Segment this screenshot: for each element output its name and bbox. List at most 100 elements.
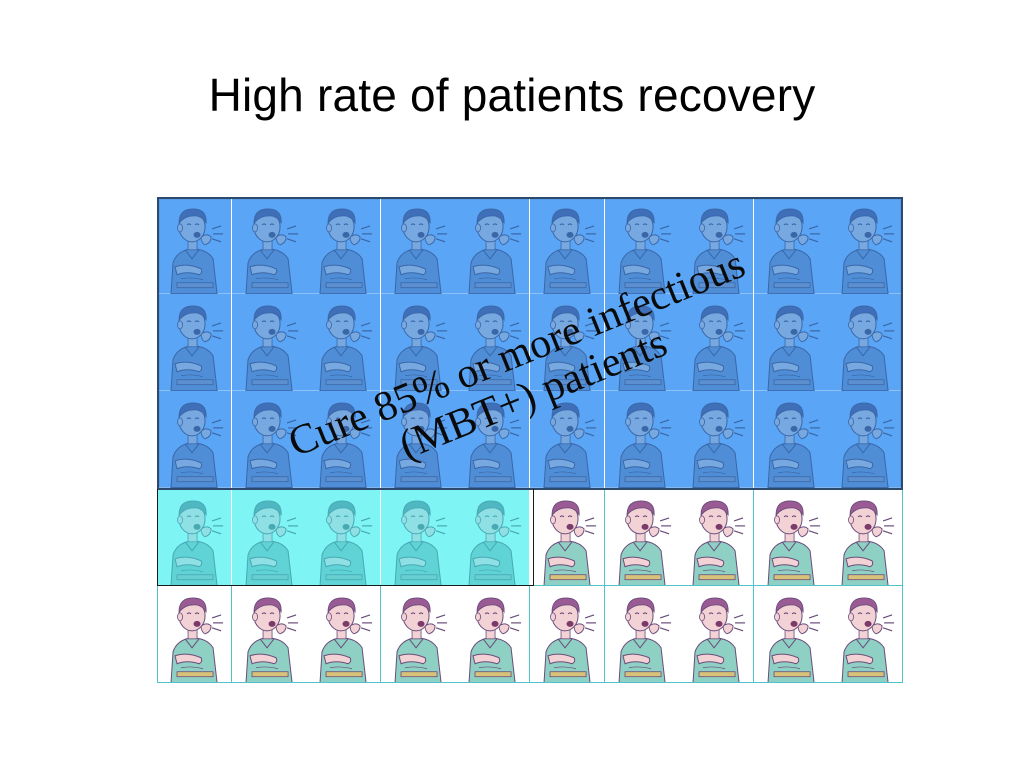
patient-cell (753, 585, 829, 684)
coughing-person-icon (753, 197, 828, 294)
coughing-person-icon (753, 488, 828, 586)
coughing-person-icon (455, 391, 530, 489)
coughing-person-icon (530, 197, 605, 294)
coughing-person-icon (753, 391, 828, 489)
coughing-person-icon (679, 585, 754, 683)
patient-cell (753, 391, 829, 490)
patient-cell (604, 585, 680, 684)
coughing-person-icon (530, 585, 605, 683)
patient-cell (530, 197, 606, 295)
patient-cell (530, 391, 606, 490)
coughing-person-icon (231, 488, 306, 586)
patient-cell (828, 585, 904, 684)
coughing-person-icon (455, 197, 530, 294)
patient-cell (231, 294, 307, 392)
coughing-person-icon (157, 294, 232, 391)
patient-cell (828, 488, 904, 587)
coughing-person-icon (828, 294, 903, 391)
coughing-person-icon (380, 197, 455, 294)
coughing-person-icon (530, 391, 605, 489)
patient-cell (157, 488, 233, 587)
patient-cell (231, 585, 307, 684)
coughing-person-icon (753, 585, 828, 683)
coughing-person-icon (679, 294, 754, 391)
coughing-person-icon (231, 585, 306, 683)
patient-cell (828, 391, 904, 490)
patient-cell (604, 294, 680, 392)
coughing-person-icon (306, 197, 381, 294)
patient-cell (530, 294, 606, 392)
patient-cell (306, 197, 382, 295)
coughing-person-icon (231, 294, 306, 391)
patient-cell (157, 197, 233, 295)
patient-cell (306, 585, 382, 684)
coughing-person-icon (530, 294, 605, 391)
patient-cell (380, 391, 456, 490)
coughing-person-icon (157, 585, 232, 683)
patient-cell (380, 197, 456, 295)
coughing-person-icon (455, 488, 530, 586)
coughing-person-icon (828, 488, 903, 586)
patient-cell (604, 197, 680, 295)
patient-grid (157, 197, 904, 684)
coughing-person-icon (380, 294, 455, 391)
coughing-person-icon (306, 585, 381, 683)
coughing-person-icon (604, 294, 679, 391)
coughing-person-icon (604, 488, 679, 586)
patient-cell (231, 391, 307, 490)
coughing-person-icon (380, 585, 455, 683)
patient-cell (157, 585, 233, 684)
patient-cell (753, 294, 829, 392)
patient-cell (679, 391, 755, 490)
coughing-person-icon (455, 585, 530, 683)
patient-cell (306, 391, 382, 490)
patient-cell (753, 488, 829, 587)
patient-cell (530, 488, 606, 587)
patient-cell (306, 294, 382, 392)
patient-cell (380, 585, 456, 684)
coughing-person-icon (679, 488, 754, 586)
patient-cell (604, 391, 680, 490)
coughing-person-icon (380, 391, 455, 489)
patient-cell (455, 197, 531, 295)
patient-cell (828, 197, 904, 295)
coughing-person-icon (604, 391, 679, 489)
slide-title: High rate of patients recovery (208, 69, 816, 121)
patient-cell (231, 197, 307, 295)
coughing-person-icon (679, 197, 754, 294)
coughing-person-icon (828, 585, 903, 683)
coughing-person-icon (828, 391, 903, 489)
patient-cell (455, 585, 531, 684)
coughing-person-icon (306, 488, 381, 586)
patient-cell (679, 197, 755, 295)
patient-cell (380, 488, 456, 587)
patient-cell (157, 294, 233, 392)
coughing-person-icon (157, 391, 232, 489)
patient-cell (455, 488, 531, 587)
patient-cell (157, 391, 233, 490)
coughing-person-icon (604, 197, 679, 294)
coughing-person-icon (306, 391, 381, 489)
coughing-person-icon (455, 294, 530, 391)
patient-cell (828, 294, 904, 392)
patient-cell (530, 585, 606, 684)
coughing-person-icon (753, 294, 828, 391)
coughing-person-icon (157, 488, 232, 586)
coughing-person-icon (231, 391, 306, 489)
coughing-person-icon (380, 488, 455, 586)
coughing-person-icon (679, 391, 754, 489)
patient-cell (455, 294, 531, 392)
coughing-person-icon (157, 197, 232, 294)
coughing-person-icon (530, 488, 605, 586)
patient-cell (380, 294, 456, 392)
patient-cell (455, 391, 531, 490)
patient-cell (679, 488, 755, 587)
patient-cell (231, 488, 307, 587)
coughing-person-icon (604, 585, 679, 683)
patient-cell (679, 294, 755, 392)
patient-cell (306, 488, 382, 587)
patient-cell (679, 585, 755, 684)
coughing-person-icon (828, 197, 903, 294)
coughing-person-icon (231, 197, 306, 294)
coughing-person-icon (306, 294, 381, 391)
